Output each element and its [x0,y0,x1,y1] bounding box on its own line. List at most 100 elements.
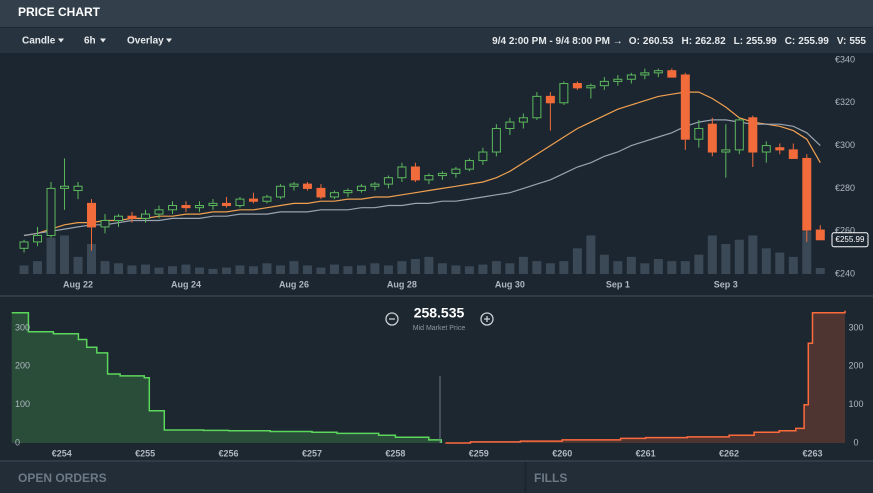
candle-body [194,205,204,209]
candle-body [87,202,97,228]
fills-panel [527,462,873,493]
volume-bar [815,268,825,274]
volume-bar [424,256,434,274]
candle-body [60,185,70,189]
volume-bar [235,265,245,274]
volume-bar [397,261,407,274]
volume-bar [802,231,812,274]
x-tick-label: €257 [302,448,322,458]
candle-body [505,121,515,129]
volume-bar [370,263,380,274]
low-value: 255.99 [746,36,777,47]
volume-bar [653,259,663,274]
candle-body [100,220,110,228]
dropdown-arrow[interactable] [166,38,172,43]
chart-type-dropdown[interactable]: Candle [22,36,56,47]
volume-bar [478,264,488,274]
y-tick-label: €320 [835,97,855,107]
y-tick-label: €260 [835,226,855,236]
x-tick-label: €261 [636,448,656,458]
volume-bar [262,263,272,274]
plus-icon[interactable] [484,316,490,322]
dropdown-arrow[interactable] [100,38,106,43]
volume-bar [46,237,56,274]
volume-bar [572,248,582,274]
candle-body [694,127,704,140]
volume-bar [33,261,43,274]
candle-body [208,202,218,207]
open-value: 260.53 [643,36,674,47]
volume-bar [114,263,124,274]
candle-body [734,119,744,151]
volume-bar [667,261,677,274]
header-title: PRICE CHART [18,5,101,19]
dropdown-arrow[interactable] [58,38,64,43]
candle-body [788,149,798,159]
x-tick-label: €255 [135,448,155,458]
y-tick-label: €240 [835,268,855,278]
x-tick-label: Sep 1 [606,279,630,289]
volume-bar [248,266,258,274]
volume-bar [302,265,312,274]
candle-body [289,183,299,187]
volume-bar [383,265,393,274]
candle-body [329,192,339,198]
volume-bar [532,261,542,274]
volume-bar [87,244,97,274]
volume-bar [518,256,528,274]
x-tick-label: Aug 24 [171,279,201,289]
candle-body [707,123,717,153]
panel-title: OPEN ORDERS [18,471,107,485]
mid-price-label: Mid Market Price [413,325,466,332]
candle-body [802,157,812,231]
candle-body [262,196,272,202]
candle-body [397,166,407,179]
volume-bar [194,267,204,274]
zoom-out-button[interactable] [385,312,399,326]
candle-body [451,168,461,174]
volume-bar [775,252,785,274]
candle-body [545,95,555,104]
x-tick-label: Sep 3 [714,279,738,289]
y-tick-label: 300 [848,322,863,332]
x-tick-label: Aug 26 [279,279,309,289]
x-tick-label: €254 [52,448,72,458]
close-label: C: [785,36,796,47]
high-label: H: [682,36,693,47]
volume-bar [154,267,164,274]
candle-body [775,147,785,151]
candle-body [114,215,124,222]
volume-bar [140,264,150,274]
volume-bar [505,263,515,274]
volume-bar [221,267,231,274]
candle-body [167,205,177,211]
x-tick-label: €258 [385,448,405,458]
ohlc-info: 9/4 2:00 PM - 9/4 8:00 PM → O: 260.53 H: 262… [492,36,866,47]
candle-body [302,183,312,189]
candle-body [235,198,245,207]
candle-body [154,209,164,215]
volume-bar [640,263,650,274]
volume-bar [545,263,555,274]
volume-bar [181,264,191,274]
y-tick-label: 200 [848,361,863,371]
candle-body [370,183,380,187]
zoom-in-button[interactable] [480,312,494,326]
volume-bar [437,263,447,274]
depth-line [445,310,846,444]
volume-bar [788,256,798,274]
x-tick-label: €259 [469,448,489,458]
volume-bar [329,264,339,274]
overlay-dropdown[interactable]: Overlay [127,36,164,47]
volume-bar [127,265,137,274]
volume-bar [316,267,326,274]
candle-body [221,202,231,207]
y-tick-label: 100 [848,399,863,409]
candle-body [356,185,366,192]
y-tick-label: 100 [15,399,30,409]
interval-dropdown[interactable]: 6h [84,36,96,47]
volume-bar [761,248,771,274]
candle-body [73,185,83,192]
volume-bar [626,256,636,274]
